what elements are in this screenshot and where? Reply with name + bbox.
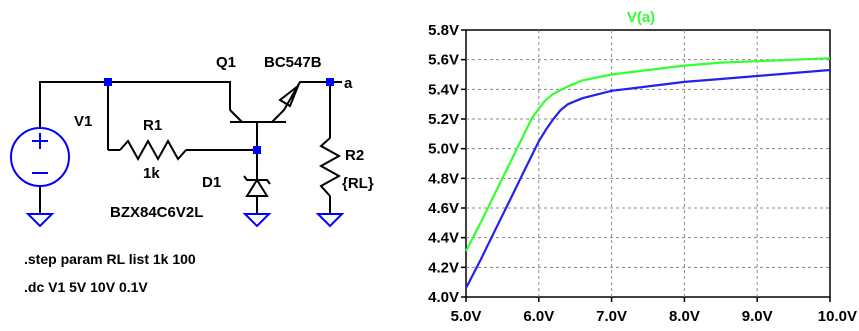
ground-v1: [25, 213, 55, 228]
q1-transistor: [229, 109, 286, 123]
v1-label: V1: [74, 113, 92, 130]
v1-symbol: [10, 127, 70, 187]
r2-value: {RL}: [342, 175, 374, 192]
ground-d1: [242, 213, 272, 228]
directive-dc: .dc V1 5V 10V 0.1V: [24, 279, 148, 295]
q1-model: BC547B: [264, 54, 322, 71]
x-tick-label: 5.0V: [451, 308, 482, 325]
r2-label: R2: [345, 147, 364, 164]
x-tick-label: 9.0V: [742, 308, 773, 325]
d1-zener: [243, 175, 271, 197]
junctions: [104, 78, 334, 154]
r1-resistor: [119, 138, 187, 162]
y-tick-label: 4.0V: [428, 289, 459, 306]
wire-emitter-out: [283, 81, 330, 111]
grounds: [25, 213, 345, 228]
r1-value: 1k: [143, 165, 160, 182]
schematic: V1 R1 1k Q1 BC547B D1 BZX84C6V2L R2 {RL}…: [10, 54, 374, 295]
x-axis-ticks: 5.0V 6.0V 7.0V 8.0V 9.0V 10.0V: [451, 297, 857, 325]
x-tick-label: 7.0V: [596, 308, 627, 325]
series-line-2: [465, 68, 831, 289]
y-tick-label: 5.8V: [428, 22, 459, 39]
directive-step: .step param RL list 1k 100: [24, 251, 196, 267]
d1-bar: [243, 175, 271, 185]
d1-model: BZX84C6V2L: [110, 204, 203, 221]
junction-base: [253, 146, 261, 154]
wire-v1-top: [39, 81, 231, 128]
y-tick-label: 5.6V: [428, 52, 459, 69]
y-axis-ticks: 4.0V 4.2V 4.4V 4.6V 4.8V 5.0V 5.2V 5.4V 5.6V 5.8V: [428, 22, 466, 306]
x-tick-label: 8.0V: [669, 308, 700, 325]
series-line-1: [465, 57, 831, 252]
junction-out: [326, 78, 334, 86]
q1-emitter: [271, 109, 285, 123]
plot-series: [465, 57, 831, 289]
y-tick-label: 4.8V: [428, 170, 459, 187]
d1-label: D1: [202, 174, 221, 191]
d1-triangle: [245, 178, 269, 197]
x-tick-label: 6.0V: [523, 308, 554, 325]
q1-label: Q1: [216, 54, 236, 71]
q1-collector: [229, 109, 243, 123]
node-a-label: a: [344, 75, 353, 92]
y-tick-label: 5.0V: [428, 141, 459, 158]
plot-frame: [465, 29, 831, 298]
ground-r2: [315, 213, 345, 228]
junction-top: [104, 78, 112, 86]
v1-source: [10, 127, 70, 187]
x-tick-label: 10.0V: [818, 308, 857, 325]
plot-title: V(a): [627, 9, 655, 26]
y-tick-label: 4.4V: [428, 230, 459, 247]
y-tick-label: 4.6V: [428, 200, 459, 217]
q1-emitter-arrow: [278, 82, 301, 108]
r1-label: R1: [143, 117, 162, 134]
r2-resistor: [318, 137, 342, 197]
y-tick-label: 5.4V: [428, 81, 459, 98]
plot-grid: [466, 30, 830, 297]
y-tick-label: 5.2V: [428, 111, 459, 128]
y-tick-label: 4.2V: [428, 259, 459, 276]
